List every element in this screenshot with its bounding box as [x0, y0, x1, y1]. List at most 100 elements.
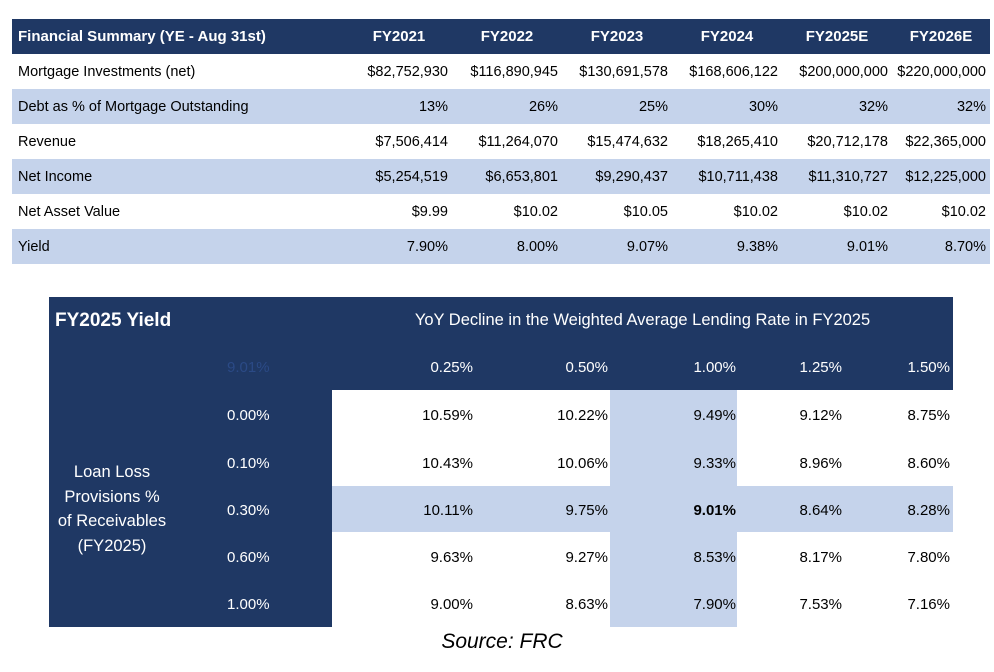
summary-row: Yield 7.90% 8.00% 9.07% 9.38% 9.01% 8.70% [12, 229, 990, 264]
sensitivity-row-header: 0.10% [227, 455, 270, 472]
summary-cell: 8.70% [944, 238, 986, 255]
summary-header-fy2022: FY2022 [480, 28, 534, 45]
summary-cell: $11,264,070 [478, 133, 558, 150]
summary-cell: 13% [418, 98, 448, 115]
summary-cell: 9.07% [626, 238, 668, 255]
summary-cell: 26% [528, 98, 558, 115]
summary-cell: 32% [858, 98, 888, 115]
side-label-line: (FY2025) [77, 536, 147, 555]
sensitivity-column-header: 1.25% [799, 359, 842, 376]
summary-cell: 9.38% [736, 238, 778, 255]
summary-header-fy2024: FY2024 [700, 28, 754, 45]
sensitivity-cell: 8.53% [693, 549, 736, 566]
sensitivity-cell: 9.33% [693, 455, 736, 472]
summary-row: Revenue $7,506,414 $11,264,070 $15,474,632 $… [12, 124, 990, 159]
summary-cell: $10.02 [941, 203, 986, 220]
sensitivity-row-header: 0.30% [227, 502, 270, 519]
summary-header-row: Financial Summary (YE - Aug 31st) FY2021… [12, 19, 990, 54]
sensitivity-column-header: 0.25% [430, 359, 473, 376]
sensitivity-cell: 9.63% [430, 549, 473, 566]
summary-cell: $5,254,519 [375, 168, 448, 185]
summary-cell: $10.02 [843, 203, 888, 220]
summary-header-title: Financial Summary (YE - Aug 31st) [18, 28, 266, 45]
sensitivity-cell: 7.80% [907, 549, 950, 566]
sensitivity-cell: 9.01% [693, 502, 736, 519]
sensitivity-cell: 8.64% [799, 502, 842, 519]
summary-row-label: Debt as % of Mortgage Outstanding [18, 98, 249, 115]
summary-cell: $10.05 [623, 203, 668, 220]
summary-row-label: Mortgage Investments (net) [18, 63, 196, 80]
summary-cell: $10.02 [513, 203, 558, 220]
sensitivity-cell: 9.49% [693, 407, 736, 424]
summary-cell: $18,265,410 [697, 133, 778, 150]
sensitivity-cell: 9.12% [799, 407, 842, 424]
sensitivity-column-header: 1.00% [693, 359, 736, 376]
summary-row: Debt as % of Mortgage Outstanding 13% 26% 2… [12, 89, 990, 124]
source-caption: Source: FRC [441, 630, 563, 653]
summary-cell: $9.99 [411, 203, 448, 220]
summary-cell: 9.01% [846, 238, 888, 255]
sensitivity-cell: 8.75% [907, 407, 950, 424]
summary-cell: $22,365,000 [905, 133, 986, 150]
summary-cell: $168,606,122 [689, 63, 778, 80]
sensitivity-cell: 10.06% [557, 455, 608, 472]
sensitivity-cell: 8.63% [565, 596, 608, 613]
summary-row: Net Income $5,254,519 $6,653,801 $9,290,437… [12, 159, 990, 194]
summary-cell: $11,310,727 [808, 168, 888, 185]
summary-cell: $116,890,945 [470, 63, 558, 80]
sensitivity-cell: 7.16% [907, 596, 950, 613]
summary-row-label: Net Income [18, 168, 93, 185]
summary-cell: $20,712,178 [807, 133, 888, 150]
sensitivity-cell: 8.96% [799, 455, 842, 472]
summary-cell: $82,752,930 [367, 63, 448, 80]
sensitivity-cell: 9.00% [430, 596, 473, 613]
sensitivity-cell: 7.90% [693, 596, 736, 613]
summary-cell: $7,506,414 [375, 133, 448, 150]
summary-cell: $200,000,000 [799, 63, 888, 80]
summary-header-fy2023: FY2023 [590, 28, 644, 45]
sensitivity-cell: 8.17% [799, 549, 842, 566]
sensitivity-cell: 10.22% [557, 407, 608, 424]
summary-cell: $10.02 [733, 203, 778, 220]
sensitivity-title: FY2025 Yield [55, 310, 172, 331]
sensitivity-column-header: 0.50% [565, 359, 608, 376]
side-label-line: Loan Loss [73, 463, 151, 481]
sensitivity-cell: 9.27% [565, 549, 608, 566]
summary-cell: $220,000,000 [897, 63, 986, 80]
summary-header-fy2026e: FY2026E [909, 28, 973, 45]
sensitivity-subtitle: YoY Decline in the Weighted Average Lend… [414, 311, 871, 329]
summary-header-fy2025e: FY2025E [805, 28, 869, 45]
loan-loss-axis-label: Loan Loss Provisions % of Receivables (F… [49, 460, 175, 558]
sensitivity-cell: 10.11% [423, 502, 473, 519]
sensitivity-row-header: 1.00% [227, 596, 270, 613]
side-label-line: of Receivables [57, 512, 167, 530]
sensitivity-row-header: 0.00% [227, 407, 270, 424]
summary-row-label: Revenue [18, 133, 77, 150]
sensitivity-cell: 10.43% [422, 455, 473, 472]
side-label-line: Provisions % [64, 487, 160, 506]
summary-cell: 8.00% [516, 238, 558, 255]
summary-header-fy2021: FY2021 [372, 28, 426, 45]
summary-cell: 30% [748, 98, 778, 115]
sensitivity-cell: 8.60% [907, 455, 950, 472]
summary-cell: 25% [638, 98, 668, 115]
sensitivity-cell: 10.59% [422, 407, 473, 424]
summary-cell: 32% [956, 98, 986, 115]
sensitivity-cell: 9.75% [565, 502, 608, 519]
summary-row-label: Net Asset Value [18, 203, 121, 220]
summary-row: Net Asset Value $9.99 $10.02 $10.05 $10.02 $1… [12, 194, 990, 229]
summary-cell: $130,691,578 [579, 63, 668, 80]
sensitivity-table: FY2025 Yield YoY Decline in the Weighted… [49, 297, 953, 627]
financial-summary-table: Financial Summary (YE - Aug 31st) FY2021… [12, 19, 990, 264]
highlight-row [332, 486, 953, 532]
sensitivity-cell: 7.53% [799, 596, 842, 613]
summary-cell: $10,711,438 [698, 168, 778, 185]
sensitivity-column-header: 1.50% [907, 359, 950, 376]
summary-row: Mortgage Investments (net) $82,752,930 $11… [12, 54, 990, 89]
summary-cell: $9,290,437 [595, 168, 668, 185]
summary-cell: 7.90% [406, 238, 448, 255]
sensitivity-corner-value: 9.01% [227, 359, 270, 376]
summary-cell: $12,225,000 [905, 168, 986, 185]
sensitivity-row-header: 0.60% [227, 549, 270, 566]
summary-cell: $15,474,632 [587, 133, 668, 150]
